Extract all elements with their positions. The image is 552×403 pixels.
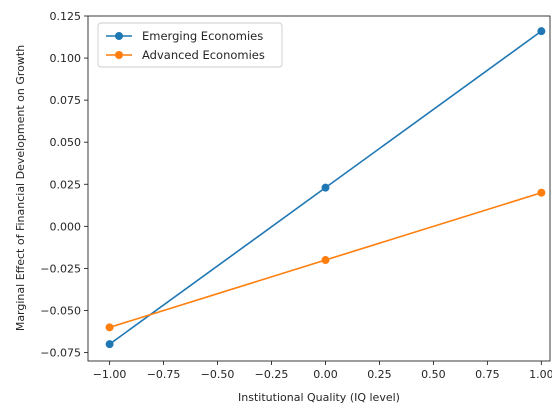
y-tick-label: 0.125 [50, 10, 82, 23]
y-axis-label: Marginal Effect of Financial Development… [14, 45, 27, 331]
data-point-1-2 [537, 188, 546, 197]
x-tick-label: 1.00 [529, 368, 552, 381]
legend-label-0: Emerging Economies [142, 29, 263, 43]
legend-box [97, 22, 283, 68]
x-tick-label: −0.75 [147, 368, 181, 381]
series-layer [105, 27, 546, 349]
x-axis-ticks: −1.00 −0.75 −0.50 −0.25 0.00 0.25 0.50 0.75 1.00 [93, 361, 552, 381]
y-tick-label: 0.075 [50, 94, 82, 107]
legend-label-1: Advanced Economies [142, 48, 265, 62]
x-tick-label: 0.50 [421, 368, 446, 381]
legend: Emerging Economies Advanced Economies [97, 22, 283, 68]
y-tick-label: −0.075 [40, 347, 81, 360]
y-axis-ticks: −0.075 −0.050 −0.025 0.000 0.025 0.050 0.075 0.… [40, 10, 88, 360]
y-tick-label: 0.000 [50, 220, 82, 233]
x-tick-label: 0.75 [475, 368, 500, 381]
data-point-0-1 [321, 183, 330, 192]
y-tick-label: 0.100 [50, 52, 82, 65]
data-point-1-1 [321, 256, 330, 265]
y-tick-label: −0.050 [40, 305, 81, 318]
x-axis-label: Institutional Quality (IQ level) [238, 391, 400, 403]
x-tick-label: −1.00 [93, 368, 127, 381]
x-tick-label: −0.25 [255, 368, 289, 381]
data-point-0-2 [537, 27, 546, 36]
y-tick-label: 0.025 [50, 178, 82, 191]
x-tick-label: −0.50 [201, 368, 235, 381]
x-tick-label: 0.00 [313, 368, 338, 381]
data-point-1-0 [105, 323, 114, 332]
legend-marker-1 [115, 51, 123, 59]
y-tick-label: 0.050 [50, 136, 82, 149]
data-point-0-0 [105, 340, 114, 349]
plot-frame [87, 15, 551, 362]
y-tick-label: −0.025 [40, 262, 81, 275]
x-tick-label: 0.25 [367, 368, 392, 381]
legend-marker-0 [115, 32, 123, 40]
